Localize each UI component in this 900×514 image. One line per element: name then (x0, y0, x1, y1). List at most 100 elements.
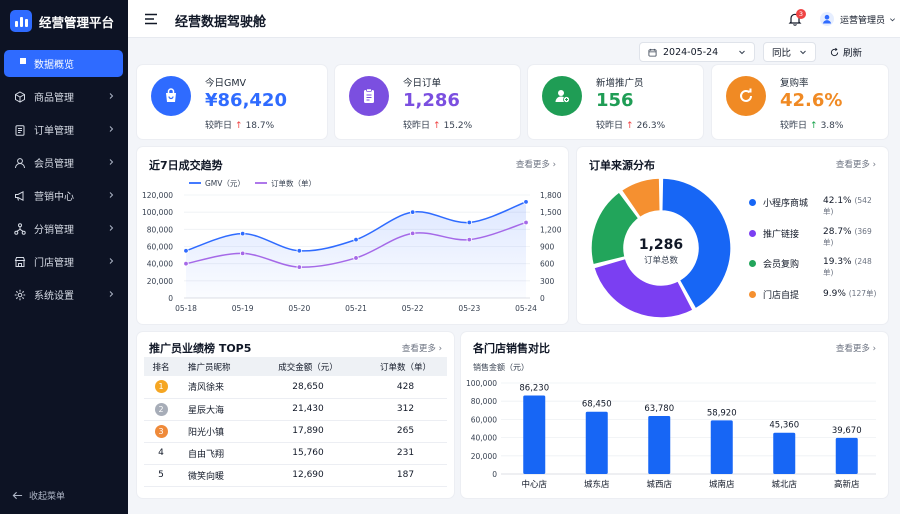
collapse-menu-label: 收起菜单 (29, 492, 66, 502)
legend-value: 28.7% (369单) (823, 226, 872, 247)
refresh-label: 刷新 (843, 48, 863, 59)
table-row[interactable]: 4 自由飞翔 15,760 231 (144, 442, 447, 465)
amount-cell: 15,760 (252, 442, 364, 465)
stores-more-link[interactable]: 查看更多 › (835, 344, 876, 354)
y-left-tick: 100,000 (142, 208, 173, 217)
user-icon (15, 157, 25, 168)
kpi-card-1: 今日订单 1,286 较昨日 ↑ 15.2% (335, 65, 520, 139)
series-point-0 (183, 248, 189, 254)
trend-line-chart: 0 20,000 40,000 60,000 80,000 100,000 120,000 0… (142, 178, 562, 313)
stores-title: 各门店销售对比 (473, 342, 550, 355)
hamburger-menu-icon[interactable] (144, 13, 158, 25)
legend-label: 小程序商城 (763, 199, 809, 209)
sidebar-item-2[interactable]: 订单管理 (4, 116, 123, 143)
legend-label: GMV（元） (205, 179, 245, 188)
legend-value: 42.1% (542单) (823, 196, 872, 216)
amount-cell: 28,650 (252, 376, 364, 399)
orders-cell: 265 (364, 420, 447, 443)
y-tick: 80,000 (471, 397, 497, 406)
legend-dot (749, 229, 756, 237)
kpi-label: 复购率 (780, 78, 809, 89)
x-tick: 05-20 (288, 304, 310, 313)
sidebar-item-label: 门店管理 (34, 258, 74, 269)
orders-cell: 187 (364, 464, 447, 487)
compare-select[interactable]: 同比 (763, 42, 816, 62)
amount-cell: 17,890 (252, 420, 364, 443)
series-point-0 (409, 209, 416, 215)
legend-value: 19.3% (248单) (823, 257, 872, 277)
y-right-tick: 1,500 (540, 208, 562, 217)
sidebar-item-3[interactable]: 会员管理 (4, 149, 123, 176)
x-tick: 05-21 (345, 304, 367, 313)
app-logo: 经营管理平台 (10, 10, 114, 32)
trend-more-link[interactable]: 查看更多 › (515, 160, 556, 170)
arrow-up-icon: ↑ (433, 121, 441, 131)
sidebar-item-4[interactable]: 营销中心 (4, 182, 123, 209)
x-tick: 城西店 (646, 479, 672, 490)
user-menu[interactable]: 运营管理员 (820, 12, 896, 26)
table-row[interactable]: 2 星辰大海 21,430 312 (144, 398, 447, 421)
y-right-tick: 300 (540, 277, 555, 286)
orders-cell: 231 (364, 442, 447, 465)
source-card: 订单来源分布 查看更多 › 1,286 订单总数 小程序商城 42.1% (542单… (577, 147, 888, 324)
sidebar-item-5[interactable]: 分销管理 (4, 215, 123, 242)
refresh-button[interactable]: 刷新 (824, 42, 871, 62)
ranking-card: 推广员业绩榜 TOP5 查看更多 › 排名 推广员昵称 成交金额（元） 订单数（单） … (137, 332, 454, 498)
series-point-1 (296, 264, 303, 270)
y-left-tick: 20,000 (147, 277, 173, 286)
arrow-up-icon: ↑ (810, 121, 818, 131)
x-tick: 05-22 (402, 304, 424, 313)
column-header: 排名 (144, 357, 178, 376)
orders-cell: 428 (364, 376, 447, 399)
megaphone-icon (15, 190, 24, 201)
donut-slice-1 (592, 257, 695, 319)
source-more-link[interactable]: 查看更多 › (835, 160, 876, 170)
series-point-0 (523, 199, 529, 205)
bar-0 (523, 395, 546, 474)
kpi-card-2: 新增推广员 156 较昨日 ↑ 26.3% (528, 65, 703, 139)
orders-cell: 312 (364, 398, 447, 421)
source-donut-chart: 1,286 订单总数 (590, 177, 732, 319)
donut-slice-0 (660, 177, 732, 310)
table-row[interactable]: 3 阳光小镇 17,890 265 (144, 420, 447, 443)
series-point-1 (466, 236, 473, 243)
kpi-trend: 较昨日 ↑ 15.2% (403, 121, 473, 131)
series-point-1 (183, 260, 189, 267)
bar-label: 58,920 (707, 408, 737, 418)
page-title: 经营数据驾驶舱 (175, 15, 267, 30)
top-header: 经营数据驾驶舱 3 运营管理员 (128, 0, 900, 38)
legend-label: 会员复购 (763, 260, 800, 270)
sidebar-item-6[interactable]: 门店管理 (4, 248, 123, 275)
sidebar-item-label: 分销管理 (34, 225, 74, 236)
donut-center-label: 订单总数 (644, 255, 679, 266)
date-value: 2024-05-24 (663, 46, 719, 58)
clipboard-icon (15, 124, 25, 136)
sidebar-item-1[interactable]: 商品管理 (4, 83, 123, 110)
series-point-0 (466, 219, 473, 226)
y-left-tick: 60,000 (147, 243, 173, 252)
name-cell: 阳光小镇 (178, 420, 252, 443)
kpi-label: 今日GMV (205, 78, 247, 89)
y-tick: 60,000 (471, 415, 497, 424)
collapse-menu-button[interactable]: 收起菜单 (12, 489, 65, 502)
date-picker[interactable]: 2024-05-24 (639, 42, 755, 62)
sidebar-item-label: 商品管理 (34, 93, 74, 104)
sidebar-item-label: 会员管理 (34, 159, 74, 170)
rank-cell: 1 (144, 376, 178, 399)
kpi-value: 1,286 (403, 90, 460, 111)
arrow-up-icon: ↑ (235, 121, 243, 131)
sidebar-item-0[interactable]: 数据概览 (4, 50, 123, 77)
x-tick: 城南店 (709, 479, 735, 490)
ranking-more-link[interactable]: 查看更多 › (401, 344, 442, 354)
y-right-tick: 1,800 (540, 191, 562, 200)
user-name: 运营管理员 (840, 15, 886, 26)
table-row[interactable]: 1 清风徐来 28,650 428 (144, 376, 447, 399)
kpi-label: 今日订单 (403, 78, 442, 89)
sidebar-item-7[interactable]: 系统设置 (4, 281, 123, 308)
table-row[interactable]: 5 微笑向暖 12,690 187 (144, 464, 447, 487)
rank-cell: 5 (144, 464, 178, 487)
arrow-left-icon (12, 491, 23, 500)
pie-chart-icon (20, 57, 26, 64)
kpi-card-3: 复购率 42.6% 较昨日 ↑ 3.8% (712, 65, 888, 139)
kpi-value: ¥86,420 (205, 90, 287, 111)
